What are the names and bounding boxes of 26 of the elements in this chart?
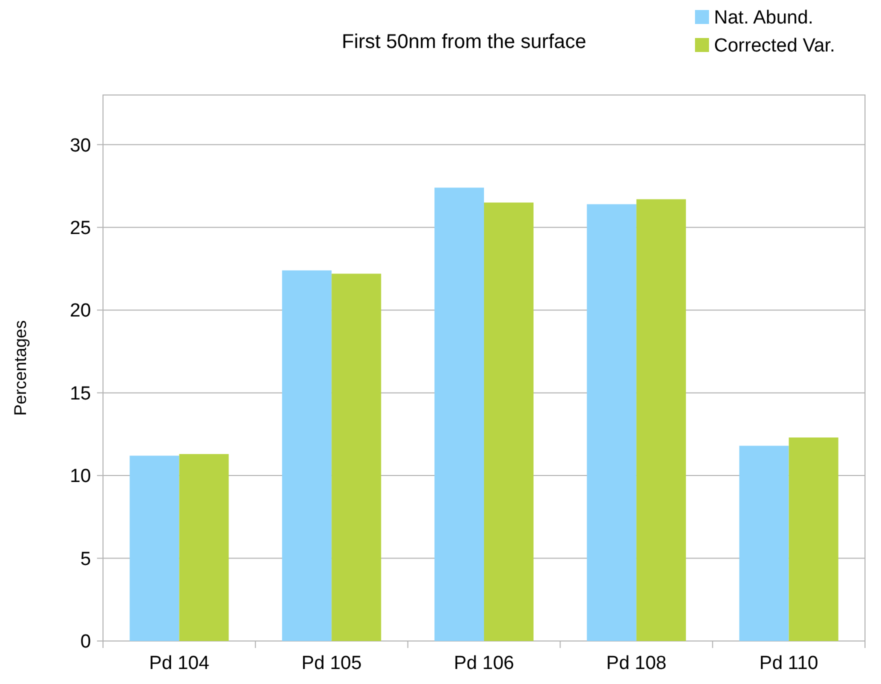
chart-title: First 50nm from the surface bbox=[342, 31, 586, 53]
x-tick-label: Pd 110 bbox=[759, 653, 818, 674]
y-tick-label: 20 bbox=[70, 300, 91, 322]
x-tick-label: Pd 104 bbox=[149, 653, 210, 674]
x-tick-label: Pd 106 bbox=[454, 653, 514, 674]
legend-label: Corrected Var. bbox=[714, 36, 836, 57]
bar bbox=[332, 274, 382, 641]
x-tick-label: Pd 105 bbox=[301, 653, 362, 674]
legend-label: Nat. Abund. bbox=[714, 8, 814, 29]
bar bbox=[636, 199, 686, 641]
x-tick-label: Pd 108 bbox=[606, 653, 667, 674]
y-tick-label: 15 bbox=[70, 383, 91, 404]
bar bbox=[586, 204, 636, 641]
y-axis-title: Percentages bbox=[11, 320, 30, 416]
bar bbox=[788, 437, 838, 641]
bar bbox=[282, 270, 332, 641]
bar bbox=[179, 454, 229, 641]
bar bbox=[739, 446, 789, 641]
y-tick-label: 30 bbox=[70, 135, 91, 156]
y-tick-label: 10 bbox=[70, 466, 91, 488]
bar bbox=[434, 188, 484, 641]
y-tick-label: 25 bbox=[70, 218, 91, 240]
bar bbox=[484, 202, 534, 641]
y-tick-label: 0 bbox=[80, 632, 91, 653]
y-tick-label: 5 bbox=[80, 548, 91, 570]
bar bbox=[130, 456, 180, 641]
